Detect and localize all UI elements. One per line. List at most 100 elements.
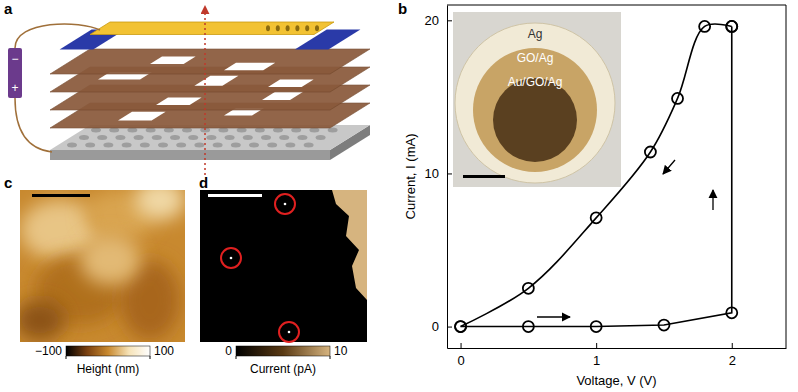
tick: 1	[593, 343, 600, 368]
tick-label: 20	[425, 13, 439, 28]
pore	[285, 143, 295, 148]
texture	[80, 235, 140, 285]
data-point	[645, 147, 656, 158]
frame	[786, 5, 787, 348]
colorbar-tick-label: 10	[334, 344, 348, 358]
disc	[455, 23, 615, 183]
direction-arrow	[712, 190, 713, 210]
x-axis-title: Voltage, V (V)	[576, 373, 656, 388]
pore	[279, 135, 289, 140]
inset-label: Au/GO/Ag	[508, 75, 563, 89]
substrate-front	[50, 150, 330, 160]
pore	[194, 143, 204, 148]
wire	[15, 24, 100, 48]
chart: AgGO/AgAu/GO/Ag01201020Voltage, V (V)Cur…	[403, 5, 787, 388]
data-point	[672, 93, 683, 104]
data-point	[726, 21, 737, 32]
direction-arrow	[663, 160, 675, 174]
texture	[135, 190, 185, 220]
y-axis: 0 10 20	[425, 6, 452, 349]
electrode	[90, 22, 334, 35]
substrate-top	[50, 125, 370, 150]
pore	[122, 143, 132, 148]
axis-line	[447, 6, 448, 349]
data-point	[726, 307, 737, 318]
hotspot	[284, 203, 287, 206]
image-bg	[200, 190, 367, 342]
pore	[176, 143, 186, 148]
electrode-hole	[295, 25, 299, 31]
scale-bar	[32, 194, 90, 197]
pore	[140, 143, 150, 148]
scale-bar	[463, 175, 505, 178]
pore	[158, 143, 168, 148]
pore	[170, 135, 180, 140]
schematic: −+	[8, 6, 370, 175]
flow-arrow	[204, 6, 206, 175]
tick: 10	[425, 166, 452, 181]
height-map	[15, 180, 185, 342]
frame	[447, 5, 786, 6]
hole	[268, 80, 314, 88]
tick-label: 1	[593, 353, 600, 368]
colorbar-bar	[236, 346, 330, 356]
pore	[249, 143, 259, 148]
colorbar-bar	[66, 346, 150, 356]
battery-sign: +	[11, 81, 18, 95]
colorbar-tick-label: 100	[154, 344, 174, 358]
figure: −+ac−100100Height (nm)d010Current (pA)bA…	[0, 0, 798, 392]
plot-area	[455, 21, 737, 332]
pore	[85, 143, 95, 148]
tick: 0	[457, 343, 464, 368]
panel-label: b	[398, 0, 407, 17]
pore	[267, 143, 277, 148]
hotspot-ring	[279, 322, 299, 342]
colorbar-tick	[330, 356, 331, 359]
tick-label: 10	[425, 166, 439, 181]
tick: 20	[425, 13, 452, 28]
pore	[316, 135, 326, 140]
hole	[150, 57, 196, 65]
disc	[473, 48, 597, 172]
data-point	[699, 21, 710, 32]
disc	[493, 78, 577, 162]
hole	[118, 112, 166, 121]
hotspot-ring	[275, 194, 295, 214]
colorbar-tick	[236, 356, 237, 359]
pore	[188, 135, 198, 140]
inset-label: Ag	[528, 27, 543, 41]
colorbar-tick	[66, 356, 67, 359]
tick-label: 0	[457, 353, 464, 368]
pore	[134, 135, 144, 140]
x-axis: 012	[448, 343, 787, 368]
scale-bar	[208, 194, 262, 197]
inset: AgGO/AgAu/GO/Ag	[453, 12, 621, 187]
pore	[97, 135, 107, 140]
tick-mark	[447, 327, 452, 328]
data-point	[658, 320, 669, 331]
colorbar: 0 10 Current (pA)	[225, 344, 347, 376]
electrode-hole	[305, 25, 309, 31]
colorbar-title: Height (nm)	[77, 362, 140, 376]
colorbar-title: Current (pA)	[250, 362, 316, 376]
series-line	[461, 26, 732, 326]
direction-arrow	[537, 316, 570, 317]
electrode-hole	[266, 25, 270, 31]
region	[332, 190, 367, 300]
pore	[152, 135, 162, 140]
panel-label: c	[4, 174, 12, 191]
battery-sign: −	[11, 52, 18, 66]
hotspot	[230, 257, 233, 260]
tick-mark	[732, 343, 733, 348]
hotspot-ring	[221, 248, 241, 268]
inset-bg	[453, 12, 621, 187]
battery	[8, 48, 22, 98]
data-point	[523, 321, 534, 332]
data-point	[726, 21, 737, 32]
colorbar-tick-label: 0	[225, 344, 232, 358]
pore	[261, 135, 271, 140]
series-line	[461, 24, 732, 326]
current-map	[200, 190, 367, 342]
hole	[156, 98, 202, 106]
tick: 0	[432, 319, 452, 334]
